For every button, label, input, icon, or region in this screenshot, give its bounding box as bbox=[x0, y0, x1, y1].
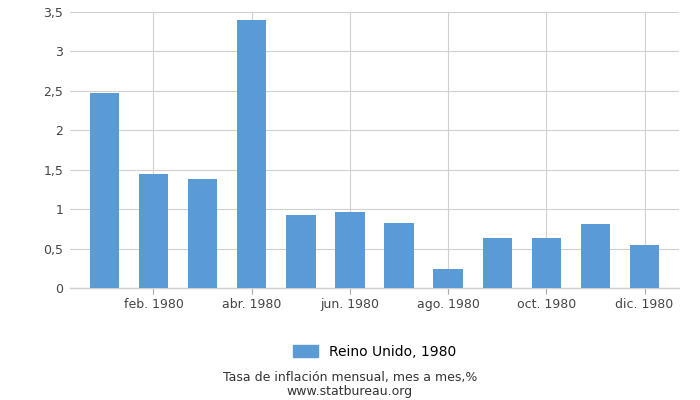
Bar bbox=[335, 212, 365, 288]
Bar bbox=[139, 174, 168, 288]
Bar bbox=[237, 20, 267, 288]
Bar bbox=[581, 224, 610, 288]
Bar bbox=[482, 238, 512, 288]
Legend: Reino Unido, 1980: Reino Unido, 1980 bbox=[293, 345, 456, 359]
Bar bbox=[90, 93, 119, 288]
Bar bbox=[532, 238, 561, 288]
Bar bbox=[433, 269, 463, 288]
Bar bbox=[384, 222, 414, 288]
Bar bbox=[188, 179, 217, 288]
Text: Tasa de inflación mensual, mes a mes,%: Tasa de inflación mensual, mes a mes,% bbox=[223, 372, 477, 384]
Text: www.statbureau.org: www.statbureau.org bbox=[287, 386, 413, 398]
Bar bbox=[630, 246, 659, 288]
Bar bbox=[286, 215, 316, 288]
